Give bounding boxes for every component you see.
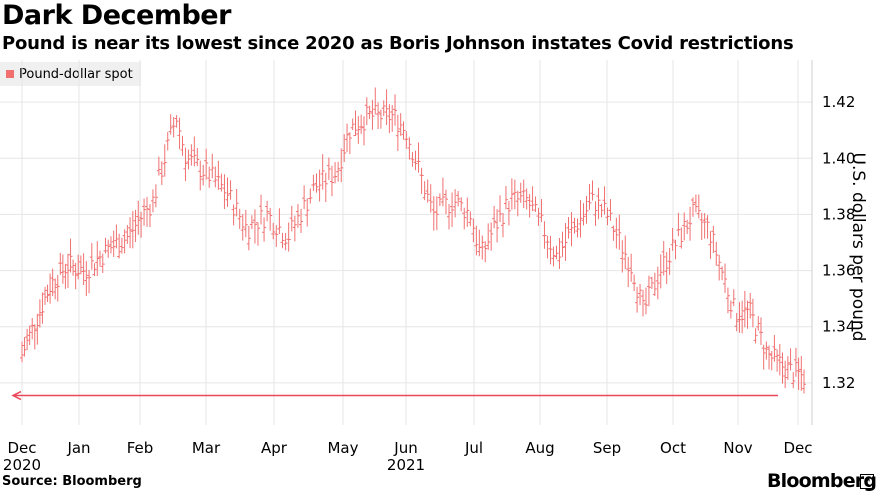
x-tick-label: Apr [261, 439, 288, 457]
y-tick-label: 1.38 [822, 205, 855, 223]
chart-title: Dark December [2, 0, 231, 31]
x-tick-label: Sep [593, 439, 621, 457]
y-tick-label: 1.32 [822, 374, 855, 392]
y-tick-label: 1.40 [822, 149, 855, 167]
x-tick-label: Mar [192, 439, 221, 457]
x-tick-label: Jul [464, 439, 483, 457]
legend-swatch [6, 70, 14, 78]
x-tick-label: May [327, 439, 358, 457]
annotation-arrowhead [11, 390, 22, 401]
x-year-label: 2020 [3, 456, 41, 474]
y-axis-title: U.S. dollars per pound [848, 152, 868, 342]
legend: Pound-dollar spot [0, 62, 141, 86]
bloomberg-logo: Bloomberg [767, 470, 877, 492]
x-tick-label: Nov [723, 439, 752, 457]
external-link-icon[interactable]: ↗ [860, 474, 874, 489]
x-tick-label: Jan [66, 439, 90, 457]
x-tick-label: Feb [127, 439, 154, 457]
x-year-label: 2021 [387, 456, 425, 474]
x-tick-label: Oct [660, 439, 686, 457]
legend-label: Pound-dollar spot [19, 66, 133, 82]
y-tick-label: 1.36 [822, 262, 855, 280]
y-tick-label: 1.34 [822, 318, 855, 336]
x-tick-label: Dec [7, 439, 36, 457]
chart-subtitle: Pound is near its lowest since 2020 as B… [2, 33, 794, 54]
x-tick-label: Jun [393, 439, 417, 457]
y-tick-label: 1.42 [822, 93, 855, 111]
x-tick-label: Aug [525, 439, 554, 457]
source-note: Source: Bloomberg [2, 474, 142, 489]
x-tick-label: Dec [783, 439, 812, 457]
